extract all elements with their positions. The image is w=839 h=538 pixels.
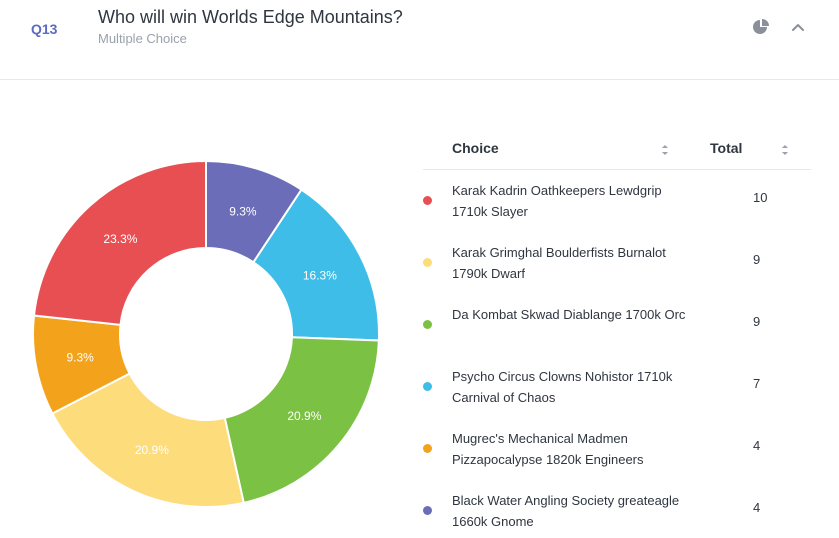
legend-dot <box>423 320 432 329</box>
chevron-up-icon[interactable] <box>790 20 806 36</box>
choice-label: Da Kombat Skwad Diablange 1700k Orc <box>452 307 686 322</box>
legend-dot <box>423 258 432 267</box>
choice-total: 7 <box>753 376 761 391</box>
slice-percent-label: 9.3% <box>67 351 95 365</box>
sort-icon[interactable] <box>781 143 789 157</box>
choice-total: 9 <box>753 252 761 267</box>
question-number: Q13 <box>31 21 58 37</box>
table-row: Karak Kadrin Oathkeepers Lewdgrip 1710k … <box>423 170 811 232</box>
donut-slice[interactable] <box>51 372 245 508</box>
slice-percent-label: 9.3% <box>229 204 257 218</box>
table-row: Psycho Circus Clowns Nohistor 1710k Carn… <box>423 356 811 418</box>
legend-dot <box>423 382 432 391</box>
results-table: Choice Total Karak Kadrin Oathkeepers Le… <box>423 130 811 538</box>
question-type: Multiple Choice <box>98 31 187 46</box>
slice-percent-label: 20.9% <box>135 443 169 457</box>
question-header: Q13 Who will win Worlds Edge Mountains? … <box>0 0 839 80</box>
choice-label: Karak Grimghal Boulderfists Burnalot 179… <box>452 245 666 281</box>
donut-slice[interactable] <box>223 336 380 505</box>
slice-percent-label: 16.3% <box>303 269 337 283</box>
legend-dot <box>423 444 432 453</box>
slice-percent-label: 23.3% <box>103 232 137 246</box>
table-row: Karak Grimghal Boulderfists Burnalot 179… <box>423 232 811 294</box>
choice-total: 10 <box>753 190 768 205</box>
donut-slice[interactable] <box>32 159 207 326</box>
donut-chart: 9.3% 16.3% 20.9% 20.9% 9.3% 23.3% <box>32 159 380 508</box>
table-header: Choice Total <box>423 130 811 170</box>
table-row: Da Kombat Skwad Diablange 1700k Orc 9 <box>423 294 811 356</box>
choice-label: Mugrec's Mechanical Madmen Pizzapocalyps… <box>452 431 644 467</box>
choice-label: Karak Kadrin Oathkeepers Lewdgrip 1710k … <box>452 183 662 219</box>
pie-chart-icon[interactable] <box>752 18 770 36</box>
choice-total: 4 <box>753 500 761 515</box>
choice-total: 9 <box>753 314 761 329</box>
table-row: Mugrec's Mechanical Madmen Pizzapocalyps… <box>423 418 811 480</box>
choice-label: Psycho Circus Clowns Nohistor 1710k Carn… <box>452 369 673 405</box>
question-title: Who will win Worlds Edge Mountains? <box>98 7 403 27</box>
legend-dot <box>423 196 432 205</box>
donut-slice[interactable] <box>252 188 380 342</box>
choice-total: 4 <box>753 438 761 453</box>
choice-column-header[interactable]: Choice <box>452 140 499 156</box>
slice-percent-label: 20.9% <box>287 409 321 423</box>
total-column-header[interactable]: Total <box>710 140 743 156</box>
choice-label: Black Water Angling Society greateagle 1… <box>452 493 680 529</box>
legend-dot <box>423 506 432 515</box>
table-row: Black Water Angling Society greateagle 1… <box>423 480 811 538</box>
sort-icon[interactable] <box>661 143 669 157</box>
